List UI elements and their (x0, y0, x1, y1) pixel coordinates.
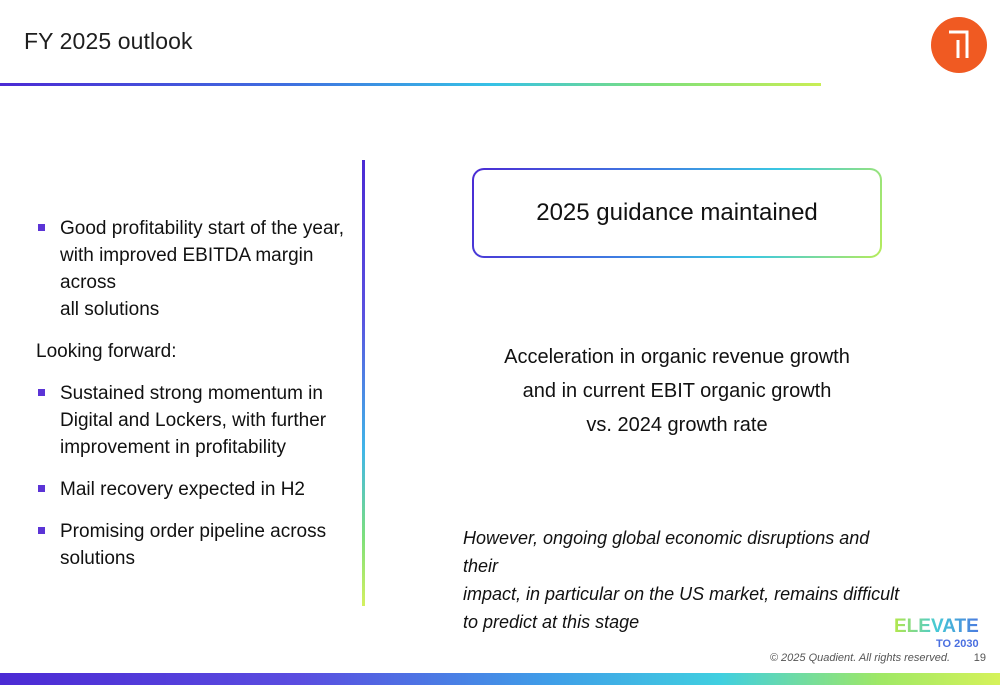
section-label: Looking forward: (36, 341, 177, 362)
elevate-logo-word: ELEVATE (894, 616, 979, 637)
outlook-line: Acceleration in organic revenue growth (504, 346, 850, 368)
elevate-logo: ELEVATE TO 2030 (894, 616, 979, 650)
column-divider (362, 160, 365, 606)
title-divider (0, 83, 821, 86)
bullet-text-line: Mail recovery expected in H2 (60, 479, 305, 500)
intro-bullet-list: Good profitability start of the year, wit… (36, 215, 346, 323)
bullet-marker-icon (38, 527, 45, 534)
bullet-text-line: Digital and Lockers, with further (60, 410, 327, 431)
bullet-text-line: improvement in profitability (60, 437, 286, 458)
forward-bullet-list: Sustained strong momentum in Digital and … (36, 380, 346, 572)
disclaimer-line: impact, in particular on the US market, … (463, 584, 900, 604)
bullet-text-line: with improved EBITDA margin across (60, 245, 314, 293)
bullet-marker-icon (38, 224, 45, 231)
bullet-item: Mail recovery expected in H2 (36, 476, 346, 503)
bullet-text-line: Promising order pipeline across (60, 521, 327, 542)
outlook-line: and in current EBIT organic growth (522, 380, 832, 402)
page-number: 19 (973, 652, 986, 664)
bullet-marker-icon (38, 485, 45, 492)
bullet-item: Good profitability start of the year, wit… (36, 215, 346, 323)
bullet-text-line: Good profitability start of the year, (60, 218, 345, 239)
disclaimer-text: However, ongoing global economic disrupt… (463, 524, 903, 636)
bullet-text-line: all solutions (60, 299, 160, 320)
outlook-line: vs. 2024 growth rate (586, 414, 768, 436)
guidance-label: 2025 guidance maintained (474, 170, 880, 256)
elevate-logo-subword: TO 2030 (936, 638, 979, 650)
disclaimer-line: to predict at this stage (463, 612, 640, 632)
disclaimer-line: However, ongoing global economic disrupt… (463, 528, 870, 576)
bullet-marker-icon (38, 389, 45, 396)
bullet-item: Sustained strong momentum in Digital and … (36, 380, 346, 461)
outlook-statement: Acceleration in organic revenue growth a… (470, 340, 884, 442)
footer-gradient-bar (0, 673, 1000, 685)
page-title: FY 2025 outlook (24, 28, 193, 54)
bullet-item: Promising order pipeline across solutions (36, 518, 346, 572)
bullet-text-line: solutions (60, 548, 135, 569)
left-column: Good profitability start of the year, wit… (36, 215, 346, 587)
guidance-box: 2025 guidance maintained (472, 168, 882, 258)
copyright-text: © 2025 Quadient. All rights reserved. (769, 652, 950, 664)
quadient-logo-icon (931, 17, 987, 73)
bullet-text-line: Sustained strong momentum in (60, 383, 323, 404)
